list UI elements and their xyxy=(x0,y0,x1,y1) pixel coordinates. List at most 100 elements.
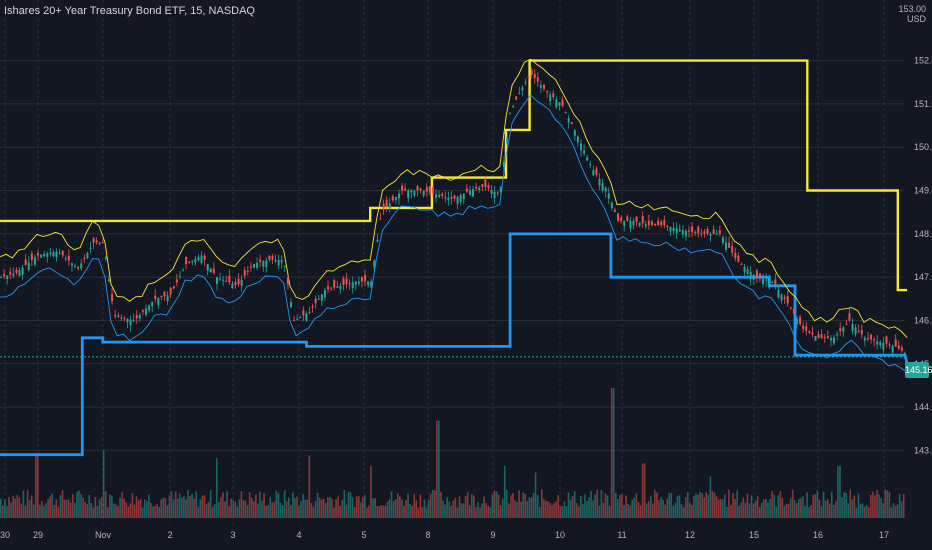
volume-bar xyxy=(664,504,666,518)
volume-bar xyxy=(458,496,461,518)
candle-body xyxy=(391,196,394,201)
candle-body xyxy=(357,281,360,284)
volume-bar xyxy=(814,494,817,518)
volume-bar xyxy=(789,498,792,518)
volume-bar xyxy=(195,491,197,518)
volume-bar xyxy=(148,494,150,518)
volume-bar xyxy=(368,505,370,518)
volume-bar xyxy=(259,491,261,518)
candle-body xyxy=(647,220,650,226)
candle-body xyxy=(644,224,647,227)
volume-bar xyxy=(545,500,547,518)
x-tick-label: 15 xyxy=(749,530,759,540)
volume-bar xyxy=(109,494,111,518)
volume-bar xyxy=(711,490,714,518)
volume-bar xyxy=(503,466,506,518)
volume-bar xyxy=(724,494,726,518)
volume-bar xyxy=(594,494,597,518)
volume-bar xyxy=(536,495,539,518)
volume-bar xyxy=(296,496,298,518)
candle-body xyxy=(428,186,431,193)
volume-bar xyxy=(158,507,160,518)
volume-bar xyxy=(74,502,76,518)
volume-bar xyxy=(565,506,568,518)
x-tick-label: 4 xyxy=(296,530,301,540)
candle-body xyxy=(314,298,317,304)
candle-body xyxy=(132,320,135,322)
candle-body xyxy=(564,112,567,114)
candle-body xyxy=(240,280,243,286)
volume-bar xyxy=(510,495,512,518)
candle-body xyxy=(888,344,891,346)
candle-body xyxy=(629,220,632,229)
candle-body xyxy=(178,276,181,278)
candle-body xyxy=(755,270,758,278)
candle-body xyxy=(829,337,832,341)
candle-body xyxy=(453,195,456,199)
y-axis: 152.00 151.00 150.00 149.00 148.00 147.00 146.… xyxy=(914,56,932,456)
candle-body xyxy=(401,185,404,191)
candle-body xyxy=(450,196,453,199)
candle-body xyxy=(768,280,771,288)
volume-bar xyxy=(213,504,216,518)
volume-bar xyxy=(220,496,222,518)
volume-bar xyxy=(779,490,782,518)
candle-body xyxy=(104,257,107,260)
volume-bar xyxy=(277,493,280,518)
volume-bar xyxy=(824,500,827,518)
candle-body xyxy=(323,290,326,298)
candle-body xyxy=(823,337,826,339)
candle-body xyxy=(151,302,154,307)
volume-bar xyxy=(839,466,841,518)
candle-body xyxy=(851,323,854,332)
volume-bar xyxy=(898,493,901,518)
candle-body xyxy=(573,130,576,136)
volume-bar xyxy=(396,493,399,518)
volume-bar xyxy=(329,496,331,518)
candle-body xyxy=(83,257,86,259)
candle-body xyxy=(811,332,814,335)
volume-bar xyxy=(464,496,467,518)
volume-bar xyxy=(637,502,640,518)
currency-label: USD xyxy=(906,14,926,24)
candle-body xyxy=(413,190,416,196)
candle-body xyxy=(163,291,166,297)
volume-bar xyxy=(162,497,165,518)
volume-bar xyxy=(45,503,47,518)
candle-body xyxy=(166,295,169,302)
volume-bar xyxy=(427,499,430,518)
volume-bar xyxy=(448,501,450,518)
candle-body xyxy=(666,225,669,227)
candle-body xyxy=(203,255,206,260)
volume-bar xyxy=(22,490,25,518)
volume-bar xyxy=(835,501,837,518)
volume-bar xyxy=(701,493,703,518)
x-tick-label: 29 xyxy=(33,530,43,540)
volume-bar xyxy=(209,490,212,518)
candle-body xyxy=(61,250,64,256)
volume-bar xyxy=(508,503,510,518)
candle-body xyxy=(160,295,163,298)
volume-bar xyxy=(69,502,72,518)
candle-body xyxy=(678,229,681,232)
candle-body xyxy=(604,187,607,192)
volume-bar xyxy=(390,491,393,518)
volume-bar xyxy=(316,492,319,518)
volume-bar xyxy=(617,499,619,518)
volume-bar xyxy=(748,503,751,518)
volume-bar xyxy=(156,504,158,518)
volume-bar xyxy=(343,490,346,518)
candle-body xyxy=(694,232,697,234)
candle-body xyxy=(567,118,570,123)
candle-body xyxy=(274,259,277,262)
volume-bar xyxy=(787,504,790,518)
candle-body xyxy=(836,334,839,336)
candle-body xyxy=(64,258,67,260)
volume-bar xyxy=(888,492,891,518)
candle-body xyxy=(15,269,18,273)
volume-bar xyxy=(828,503,831,518)
candle-body xyxy=(468,190,471,195)
candle-body xyxy=(839,328,842,331)
candle-body xyxy=(246,270,249,272)
